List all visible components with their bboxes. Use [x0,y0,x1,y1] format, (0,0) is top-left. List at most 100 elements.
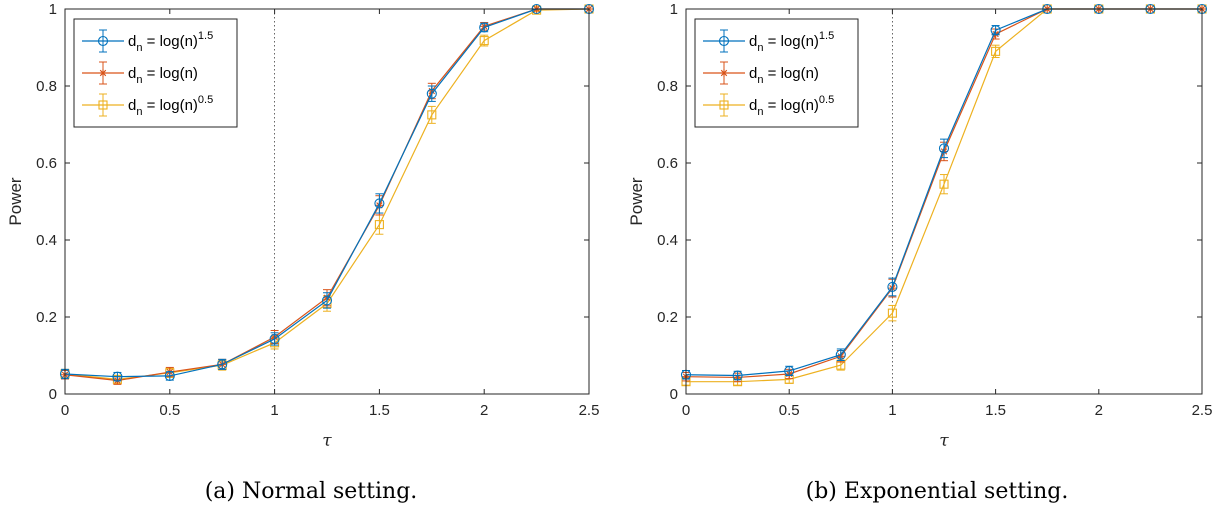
data-point-circle [164,370,175,381]
y-tick-label: 1 [670,1,678,18]
legend-label: dn = log(n) [128,65,198,86]
legend-marker-circle [718,35,730,47]
legend-label: dn = log(n)0.5 [128,94,213,118]
legend-entry: dn = log(n)0.5 [703,93,834,118]
data-point-square [479,36,489,46]
x-tick-label: 2.5 [579,402,600,419]
legend-label-sub: n [757,42,763,54]
data-point-square [427,110,437,120]
data-point-square [991,46,1001,56]
y-tick-label: 0 [670,386,678,403]
legend-entry: dn = log(n)1.5 [703,29,834,54]
data-point-circle [938,143,950,154]
y-tick-label: 0 [49,386,57,403]
data-point-circle [321,295,333,306]
x-axis-label: τ [939,431,949,451]
legend-label-sub: n [136,106,142,118]
y-axis: 0 0.2 0.4 0.6 0.8 1 [657,1,1202,403]
y-tick-label: 0.8 [657,78,678,95]
legend: dn = log(n)1.5dn = log(n)dn = log(n)0.5 [73,18,238,128]
x-tick-label: 2 [1095,402,1103,419]
legend-label: dn = log(n)0.5 [749,94,834,118]
x-tick-label: 1 [270,402,278,419]
series-circle [680,3,1208,381]
y-tick-label: 1 [49,1,57,18]
data-point-circle [112,371,123,382]
x-tick-label: 1.5 [985,402,1006,419]
y-tick-label: 0.4 [657,232,678,249]
x-tick-label: 2 [480,402,488,419]
legend-marker-star [99,69,107,77]
legend-label-main: d [749,97,757,114]
x-tick-label: 0.5 [159,402,180,419]
y-tick-label: 0.2 [657,309,678,326]
axes-box [64,8,590,395]
legend-label-sub: n [136,42,142,54]
x-axis: 0 0.5 1 1.5 2 2.5 [61,9,600,419]
x-tick-label: 1 [888,402,896,419]
legend-label-main: d [128,97,136,114]
legend-label-sup: 0.5 [819,94,834,106]
legend-label-main: d [128,33,136,50]
data-point-circle [732,370,743,381]
legend-marker-circle [97,35,109,47]
data-point-circle [835,349,846,360]
legend-label-main: d [749,65,757,82]
data-point-circle [479,22,490,33]
y-tick-label: 0.8 [36,78,57,95]
x-tick-label: 0.5 [779,402,800,419]
series-circle [59,3,595,382]
data-point-circle [269,333,280,344]
legend-label: dn = log(n) [749,65,819,86]
y-axis-label: Power [627,177,646,226]
legend-marker-star [720,69,728,77]
legend-label-sup: 1.5 [819,30,834,42]
legend-label-sub: n [757,106,763,118]
legend-label: dn = log(n)1.5 [128,30,213,54]
x-tick-label: 0 [61,402,69,419]
data-point-circle [374,198,385,209]
legend-label-sup: 1.5 [198,30,213,42]
legend-entry: dn = log(n) [703,61,819,86]
legend-label-main: d [749,33,757,50]
legend-label-rest: = log(n) [142,65,197,82]
legend-label-sup: 0.5 [198,94,213,106]
data-point-square [887,308,897,318]
y-tick-label: 0.4 [36,232,57,249]
x-axis-label: τ [322,431,332,451]
y-tick-label: 0.6 [36,155,57,172]
legend-entry: dn = log(n)0.5 [82,93,213,118]
legend-label-main: d [128,65,136,82]
legend-label-rest: = log(n) [142,33,197,50]
legend-entry: dn = log(n)1.5 [82,29,213,54]
legend-label-rest: = log(n) [763,97,818,114]
legend-entry: dn = log(n) [82,61,198,86]
legend: dn = log(n)1.5dn = log(n)dn = log(n)0.5 [694,18,859,128]
x-tick-label: 1.5 [369,402,390,419]
legend-label-sub: n [757,74,763,86]
y-axis-label: Power [6,177,25,226]
legend-label-rest: = log(n) [763,33,818,50]
legend-label-rest: = log(n) [763,65,818,82]
legend-label-sub: n [136,74,142,86]
y-tick-label: 0.2 [36,309,57,326]
caption-b: (b) Exponential setting. [806,479,1069,504]
x-tick-label: 2.5 [1192,402,1213,419]
caption-a: (a) Normal setting. [205,479,418,504]
data-point-circle [217,359,228,370]
data-point-circle [990,25,1001,36]
y-tick-label: 0.6 [657,155,678,172]
data-point-circle [887,281,898,293]
legend-marker-square [98,100,108,110]
data-point-circle [784,365,795,376]
data-point-square [939,179,949,189]
legend-marker-square [719,100,729,110]
data-point-circle [426,88,437,99]
legend-label-rest: = log(n) [142,97,197,114]
data-point-square [374,220,384,230]
legend-label: dn = log(n)1.5 [749,30,834,54]
x-tick-label: 0 [682,402,690,419]
